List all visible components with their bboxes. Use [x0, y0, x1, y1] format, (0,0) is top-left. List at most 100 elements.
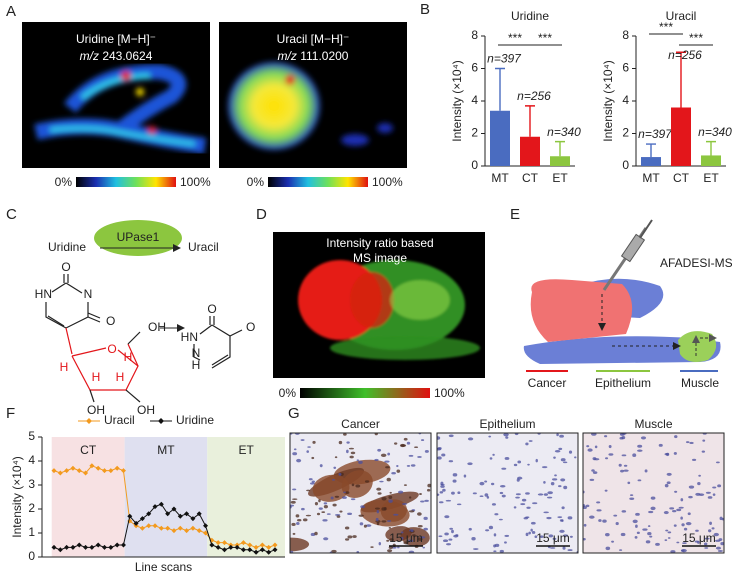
nucleus: [334, 456, 338, 459]
nucleus: [290, 550, 294, 553]
nucleus: [605, 532, 610, 537]
nucleus: [523, 517, 529, 520]
nucleus: [567, 549, 573, 552]
nucleus: [604, 489, 608, 492]
point: [95, 465, 101, 471]
y-axis-label: Intensity (×10⁴): [450, 60, 464, 142]
point: [114, 542, 120, 548]
nucleus: [592, 457, 597, 461]
nucleus: [374, 458, 379, 462]
nucleus: [709, 521, 712, 525]
nucleus: [339, 510, 343, 513]
x-axis-label: Line scans: [135, 560, 192, 574]
probe: [602, 219, 653, 291]
nucleus: [448, 434, 454, 438]
nucleus: [632, 519, 638, 524]
nucleus: [526, 506, 531, 509]
nucleus: [296, 518, 302, 522]
nucleus: [437, 456, 442, 460]
tissue: [523, 336, 721, 364]
nucleus: [309, 482, 315, 485]
nucleus: [711, 527, 715, 530]
nucleus: [543, 493, 549, 496]
nucleus: [308, 478, 313, 481]
nucleus: [669, 507, 675, 510]
nucleus: [406, 464, 411, 467]
error-bar: [706, 140, 716, 156]
point: [203, 530, 209, 536]
atom: OH: [87, 403, 105, 417]
nucleus: [665, 452, 670, 457]
point: [102, 468, 108, 474]
nucleus: [551, 478, 558, 481]
point: [259, 542, 265, 548]
bar: [520, 136, 540, 166]
y-tick-label: 0: [471, 158, 478, 172]
chart-title: Uracil: [666, 9, 697, 23]
point: [184, 511, 190, 517]
nucleus: [695, 529, 699, 532]
point: [64, 544, 70, 550]
nucleus: [666, 481, 671, 485]
y-tick-label: 4: [622, 93, 629, 107]
nucleus: [586, 445, 590, 448]
x-tick-label: MT: [491, 171, 509, 185]
nucleus: [438, 535, 443, 538]
point: [240, 540, 246, 546]
nucleus: [591, 469, 595, 472]
y-axis-label: Intensity (×10⁴): [601, 60, 615, 142]
error-bar: [495, 67, 505, 111]
colorbar-label: 100%: [434, 386, 465, 400]
significance-label: ***: [538, 31, 552, 45]
nucleus: [547, 491, 553, 495]
mz-value: 243.0624: [102, 49, 152, 63]
nucleus: [378, 541, 382, 546]
nucleus: [621, 454, 627, 457]
image-title: Uridine [M−H]⁻: [76, 32, 156, 46]
mz-prefix: m/z: [80, 49, 99, 63]
point: [215, 544, 221, 550]
nucleus: [717, 484, 722, 488]
point: [70, 465, 76, 471]
point: [158, 501, 164, 507]
nucleus: [305, 514, 312, 517]
point: [266, 549, 272, 555]
nucleus: [530, 521, 536, 525]
atom: H: [92, 370, 101, 384]
ribose: [71, 331, 141, 403]
bar: [550, 156, 570, 166]
nucleus: [712, 493, 716, 496]
nucleus: [537, 493, 544, 496]
panel-label: C: [6, 206, 17, 223]
micrograph-title: Epithelium: [479, 417, 535, 431]
region: [207, 437, 285, 557]
nucleus: [680, 498, 684, 502]
nucleus: [437, 493, 440, 496]
nucleus: [449, 527, 454, 530]
nucleus: [678, 506, 684, 509]
nucleus: [594, 445, 598, 449]
nucleus: [468, 527, 472, 531]
point: [127, 513, 133, 519]
y-tick-label: 0: [28, 549, 35, 563]
nucleus: [471, 537, 476, 541]
colorbar-label: 0%: [279, 386, 297, 400]
nucleus: [543, 480, 546, 484]
nucleus: [499, 485, 506, 488]
nucleus: [501, 494, 506, 498]
nucleus: [400, 531, 404, 534]
point: [177, 513, 183, 519]
image-mz: m/z 111.0200: [278, 49, 349, 63]
micrograph-title: Cancer: [341, 417, 380, 431]
x-tick-label: MT: [642, 171, 660, 185]
nucleus: [351, 483, 355, 487]
nucleus: [642, 528, 648, 531]
nucleus: [530, 528, 533, 532]
nucleus: [374, 433, 378, 436]
nucleus: [448, 460, 454, 463]
point: [240, 547, 246, 553]
nucleus: [494, 513, 499, 516]
nucleus: [358, 460, 363, 464]
nucleus: [541, 466, 548, 469]
nucleus: [568, 450, 573, 454]
